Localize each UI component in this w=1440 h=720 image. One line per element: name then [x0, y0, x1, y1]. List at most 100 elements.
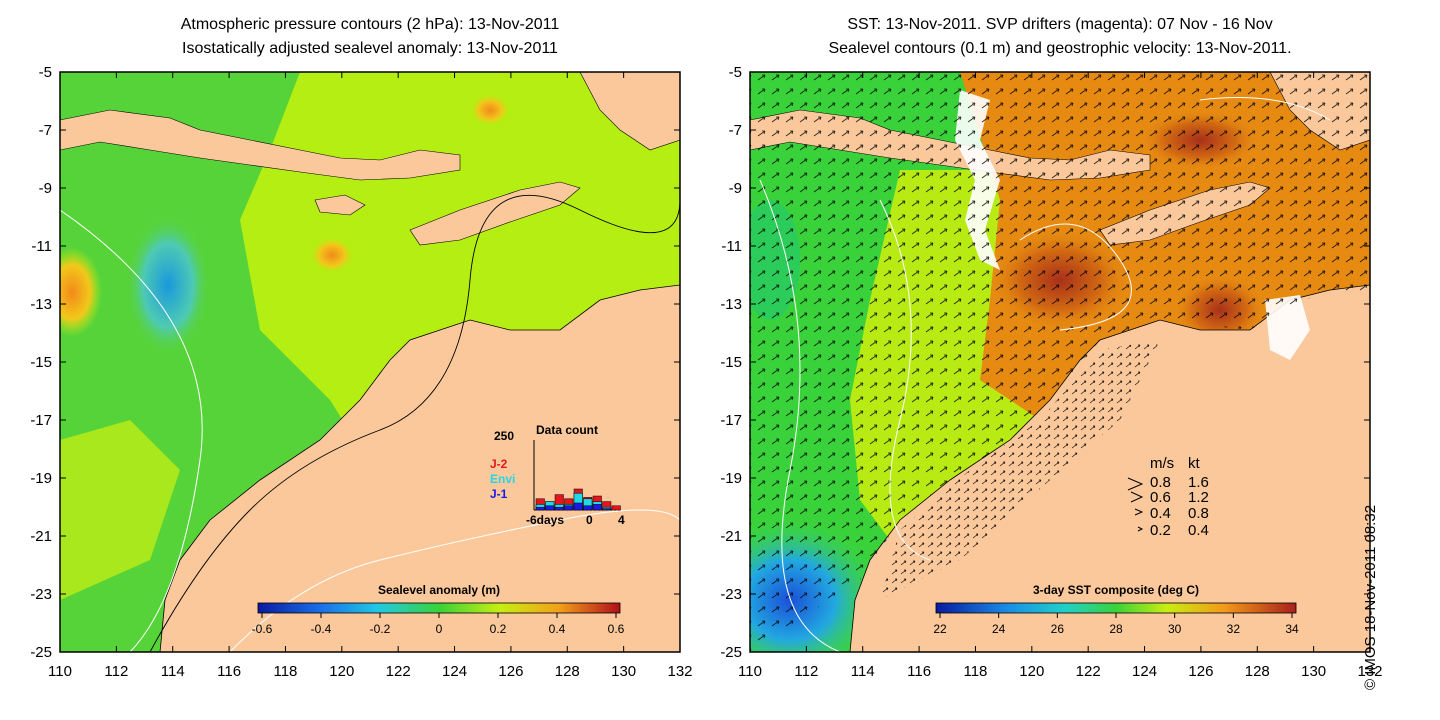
left-lat-label: -15 [30, 354, 52, 371]
legend-j2: J-2 [490, 457, 508, 471]
right-colorbar-tick-label: 30 [1168, 622, 1182, 636]
svg-text:1.2: 1.2 [1188, 489, 1209, 506]
left-anomaly-cold-blob [126, 215, 210, 355]
left-anomaly-lime-region2 [60, 420, 180, 600]
right-sealevel-contour [759, 179, 841, 652]
left-anomaly-warm-blob2 [310, 237, 354, 273]
right-colorbar-tick-label: 32 [1227, 622, 1241, 636]
right-colorbar-label: 3-day SST composite (deg C) [1033, 583, 1199, 597]
data-count-inset: Data count 250 J-2 Envi J-1 -6days 0 4 [490, 423, 625, 527]
data-count-title: Data count [536, 423, 598, 437]
left-colorbar-tick-label: -0.4 [311, 622, 332, 636]
right-lat-label: -9 [729, 180, 742, 197]
right-lat-label: -17 [720, 412, 742, 429]
left-lon-label: 118 [273, 663, 297, 680]
left-lon-label: 116 [217, 663, 241, 680]
data-count-bar-j2 [611, 505, 621, 511]
left-lon-label: 110 [48, 663, 72, 680]
data-count-bar-j1 [573, 502, 583, 511]
left-lon-label: 132 [667, 663, 692, 680]
right-lon-label: 132 [1357, 663, 1382, 680]
right-lat-label: -15 [720, 354, 742, 371]
left-pressure-contour [60, 209, 203, 652]
left-lon-label: 120 [329, 663, 354, 680]
svg-text:0.6: 0.6 [1150, 489, 1171, 506]
left-colorbar-tick-label: -0.2 [370, 622, 391, 636]
right-lat-label: -21 [720, 528, 742, 545]
right-lat-label: -23 [720, 586, 742, 603]
left-lat-label: -23 [30, 586, 52, 603]
left-lat-label: -13 [30, 296, 52, 313]
right-lon-label: 112 [794, 663, 818, 680]
right-colorbar-tick-label: 24 [992, 622, 1006, 636]
left-lon-label: 130 [611, 663, 636, 680]
left-lat-label: -7 [39, 122, 52, 139]
right-lon-label: 130 [1301, 663, 1326, 680]
left-lat-label: -25 [30, 644, 52, 661]
right-velocity-field [750, 72, 1370, 652]
left-colorbar-tick-label: 0 [436, 622, 443, 636]
right-velocity-field-dense [880, 340, 1160, 600]
right-lat-label: -7 [729, 122, 742, 139]
speed-legend-row: 0.6 1.2 [1130, 489, 1209, 506]
left-lat-label: -11 [31, 238, 52, 255]
right-sealevel-contour [879, 199, 931, 561]
left-pressure-contour [229, 509, 680, 652]
left-newguinea-land [579, 72, 680, 151]
data-count-bars [535, 488, 621, 511]
right-lon-label: 118 [963, 663, 987, 680]
right-lon-label: 116 [907, 663, 931, 680]
left-anomaly-warm-blob [60, 247, 102, 337]
left-lon-label: 122 [386, 663, 411, 680]
left-lon-label: 124 [442, 663, 467, 680]
data-count-bar-j1 [545, 505, 555, 511]
right-lon-label: 128 [1245, 663, 1270, 680]
svg-text:0.2: 0.2 [1150, 522, 1171, 539]
left-lat-label: -21 [30, 528, 52, 545]
right-colorbar-tick-label: 28 [1109, 622, 1123, 636]
right-colorbar-tick-label: 26 [1051, 622, 1065, 636]
data-count-bar-j1 [583, 505, 593, 511]
left-sumba-island [314, 194, 366, 216]
legend-envi: Envi [490, 472, 515, 486]
left-lat-label: -17 [30, 412, 52, 429]
data-count-xlabel-start: -6days [526, 513, 564, 527]
left-map-axes: -5 -7 -9 -11 -13 -15 -17 -19 -21 -23 -25 110 112 114 1… [30, 64, 692, 680]
left-colorbar-tick-label: -0.6 [252, 622, 273, 636]
left-lon-label: 128 [555, 663, 580, 680]
left-timor-island [409, 181, 581, 246]
svg-text:0.4: 0.4 [1188, 522, 1209, 539]
right-colorbar: 3-day SST composite (deg C) 22 24 26 28 30 32… [933, 583, 1299, 636]
right-lon-label: 114 [851, 663, 875, 680]
left-colorbar-tick-label: 0.6 [608, 622, 625, 636]
right-map-axes: -5 -7 -9 -11 -13 -15 -17 -19 -21 -23 -25 110 112 114 1… [720, 64, 1382, 680]
left-lon-label: 112 [104, 663, 128, 680]
right-title-line2: Sealevel contours (0.1 m) and geostrophi… [828, 40, 1292, 57]
left-colorbar-label: Sealevel anomaly (m) [378, 583, 500, 597]
data-count-bar-j1 [564, 505, 574, 511]
speed-legend: m/s kt 0.8 1.6 0.6 1.2 0.4 0.8 0.2 0.4 [1127, 455, 1209, 539]
right-title-line1: SST: 13-Nov-2011. SVP drifters (magenta)… [847, 16, 1273, 33]
right-lat-label: -5 [729, 64, 742, 81]
right-sealevel-contour [1019, 223, 1132, 331]
right-colorbar-ticks: 22 24 26 28 30 32 34 [933, 613, 1299, 636]
left-lat-label: -9 [39, 180, 52, 197]
svg-text:0.4: 0.4 [1150, 505, 1171, 522]
right-lon-label: 124 [1132, 663, 1157, 680]
left-lon-label: 114 [161, 663, 185, 680]
right-lat-label: -13 [720, 296, 742, 313]
right-colorbar-gradient [935, 602, 1297, 614]
right-lat-label: -25 [720, 644, 742, 661]
right-lat-label: -19 [720, 470, 742, 487]
left-colorbar-ticks: -0.6 -0.4 -0.2 0 0.2 0.4 0.6 [252, 613, 625, 636]
right-lon-label: 126 [1188, 663, 1213, 680]
right-sealevel-contour [1199, 97, 1331, 121]
speed-legend-row: 0.2 0.4 [1137, 522, 1209, 539]
left-colorbar-gradient [257, 602, 621, 614]
speed-legend-header-ms: m/s [1150, 455, 1174, 472]
speed-legend-header-kt: kt [1188, 455, 1201, 472]
data-count-bar-j1 [592, 504, 602, 511]
left-title-line2: Isostatically adjusted sealevel anomaly:… [182, 40, 558, 57]
legend-j1: J-1 [490, 487, 508, 501]
right-map [750, 72, 1370, 652]
